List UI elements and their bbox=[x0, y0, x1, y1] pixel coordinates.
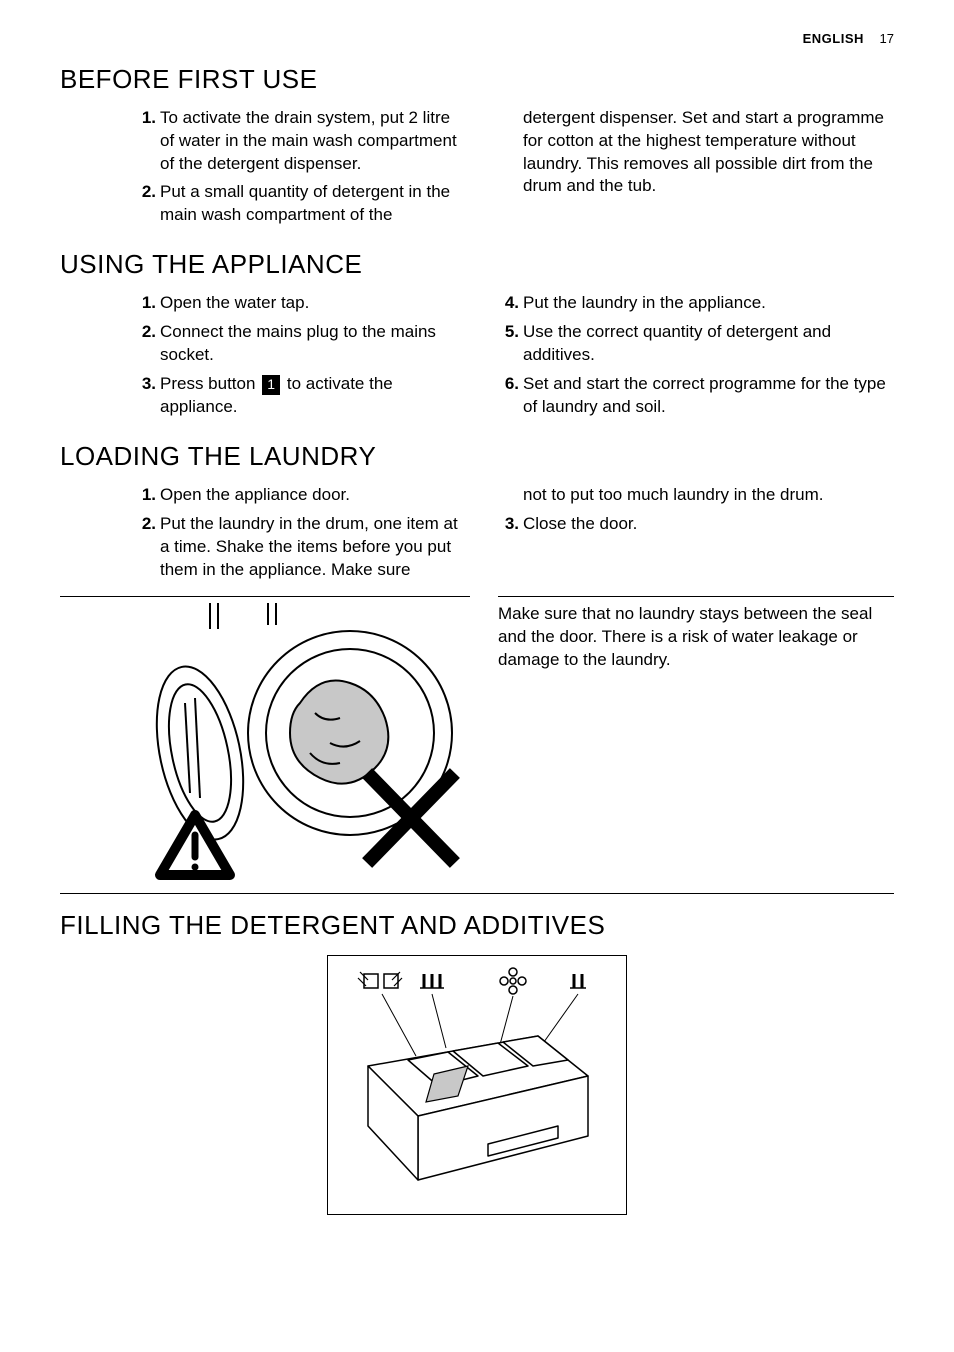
door-warning-diagram bbox=[150, 603, 470, 883]
before-first-use-content: 1. To activate the drain system, put 2 l… bbox=[60, 107, 894, 234]
list-item: 2. Put the laundry in the drum, one item… bbox=[160, 513, 463, 582]
list-text: Put the laundry in the appliance. bbox=[523, 293, 766, 312]
section-title-loading-laundry: LOADING THE LAUNDRY bbox=[60, 439, 894, 474]
list-item: 5. Use the correct quantity of detergent… bbox=[523, 321, 894, 367]
list-text: Set and start the correct programme for … bbox=[523, 374, 886, 416]
loading-laundry-continuation: not to put too much laundry in the drum. bbox=[491, 484, 894, 507]
detergent-drawer-wrap bbox=[60, 955, 894, 1215]
list-marker: 1. bbox=[132, 292, 156, 315]
header-page-number: 17 bbox=[880, 31, 894, 46]
loading-laundry-content: 1. Open the appliance door. 2. Put the l… bbox=[60, 484, 894, 588]
list-text: Put a small quantity of detergent in the… bbox=[160, 182, 450, 224]
list-text-before: Press button bbox=[160, 374, 260, 393]
level-icon-2 bbox=[570, 974, 586, 988]
section-title-filling-detergent: FILLING THE DETERGENT AND ADDITIVES bbox=[60, 908, 894, 943]
list-marker: 2. bbox=[132, 181, 156, 204]
list-item: 4. Put the laundry in the appliance. bbox=[523, 292, 894, 315]
page-header: ENGLISH 17 bbox=[60, 30, 894, 48]
list-item: 6. Set and start the correct programme f… bbox=[523, 373, 894, 419]
detergent-drawer-diagram bbox=[327, 955, 627, 1215]
list-text: To activate the drain system, put 2 litr… bbox=[160, 108, 457, 173]
using-appliance-content: 1. Open the water tap. 2. Connect the ma… bbox=[60, 292, 894, 425]
list-text: Open the appliance door. bbox=[160, 485, 350, 504]
list-item: 2. Connect the mains plug to the mains s… bbox=[160, 321, 463, 367]
section-title-before-first-use: BEFORE FIRST USE bbox=[60, 62, 894, 97]
list-marker: 6. bbox=[495, 373, 519, 396]
header-language: ENGLISH bbox=[803, 31, 864, 46]
list-text: Use the correct quantity of detergent an… bbox=[523, 322, 831, 364]
before-first-use-continuation: detergent dispenser. Set and start a pro… bbox=[491, 107, 894, 199]
list-marker: 1. bbox=[132, 107, 156, 130]
list-text: Put the laundry in the drum, one item at… bbox=[160, 514, 458, 579]
prewash-icon bbox=[358, 972, 378, 988]
list-item: 3. Press button 1 to activate the applia… bbox=[160, 373, 463, 419]
using-appliance-list-left: 1. Open the water tap. 2. Connect the ma… bbox=[60, 292, 463, 419]
button-number-badge: 1 bbox=[262, 375, 280, 395]
list-marker: 4. bbox=[495, 292, 519, 315]
list-text: Close the door. bbox=[523, 514, 637, 533]
list-marker: 2. bbox=[132, 513, 156, 536]
loading-laundry-diagram-row: Make sure that no laundry stays between … bbox=[60, 596, 894, 894]
door-warning-text: Make sure that no laundry stays between … bbox=[498, 603, 894, 672]
using-appliance-list-right: 4. Put the laundry in the appliance. 5. … bbox=[491, 292, 894, 419]
level-icon-1 bbox=[420, 974, 444, 988]
loading-laundry-list-left: 1. Open the appliance door. 2. Put the l… bbox=[60, 484, 463, 582]
list-item: 1. Open the appliance door. bbox=[160, 484, 463, 507]
loading-laundry-list-right: 3. Close the door. bbox=[491, 513, 894, 536]
list-marker: 2. bbox=[132, 321, 156, 344]
softener-flower-icon bbox=[500, 968, 526, 994]
list-item: 1. Open the water tap. bbox=[160, 292, 463, 315]
list-item: 1. To activate the drain system, put 2 l… bbox=[160, 107, 463, 176]
section-title-using-appliance: USING THE APPLIANCE bbox=[60, 247, 894, 282]
list-marker: 3. bbox=[495, 513, 519, 536]
list-item: 2. Put a small quantity of detergent in … bbox=[160, 181, 463, 227]
list-marker: 3. bbox=[132, 373, 156, 396]
list-text: Open the water tap. bbox=[160, 293, 309, 312]
list-marker: 1. bbox=[132, 484, 156, 507]
list-marker: 5. bbox=[495, 321, 519, 344]
mainwash-icon bbox=[384, 972, 402, 988]
before-first-use-list-left: 1. To activate the drain system, put 2 l… bbox=[60, 107, 463, 228]
list-item: 3. Close the door. bbox=[523, 513, 894, 536]
list-text: Connect the mains plug to the mains sock… bbox=[160, 322, 436, 364]
